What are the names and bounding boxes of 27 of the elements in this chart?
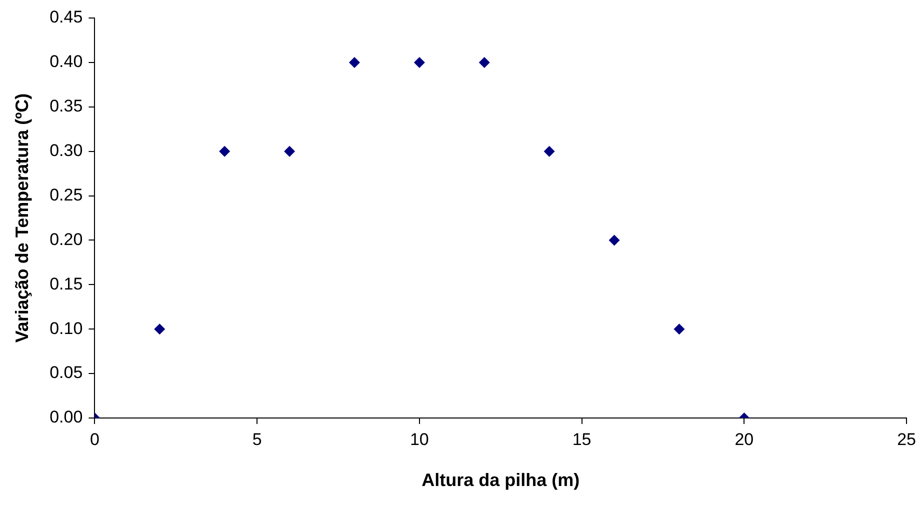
y-tick-label: 0.10 [50,318,83,338]
point [478,56,490,68]
x-tick-label: 0 [90,430,100,449]
x-tick-label: 15 [572,430,592,449]
point [414,56,425,68]
x-tick-label: 5 [252,430,262,449]
x-tick-label: 25 [897,430,916,449]
y-tick-label: 0.05 [50,363,83,382]
y-tick-label: 0.20 [50,230,83,249]
y-tick-label: 0.25 [50,185,83,204]
y-tick-label: 0.35 [50,96,83,116]
point [348,56,360,68]
point [608,234,620,246]
point [674,324,685,335]
point [284,146,296,157]
x-tick-label: 10 [410,430,429,449]
y-tick-label: 0.15 [50,274,83,294]
x-axis-title: Altura da pilha (m) [422,470,580,490]
y-tick-label: 0.45 [50,8,83,27]
y-tick-label: 0.30 [50,141,83,160]
point [219,146,230,157]
y-axis-title: Variação de Temperatura (ºC) [12,93,32,343]
point [544,146,555,157]
point [154,324,166,335]
x-tick-label: 20 [734,430,754,449]
y-tick-label: 0.40 [50,52,83,72]
y-tick-label: 0.00 [50,408,83,427]
